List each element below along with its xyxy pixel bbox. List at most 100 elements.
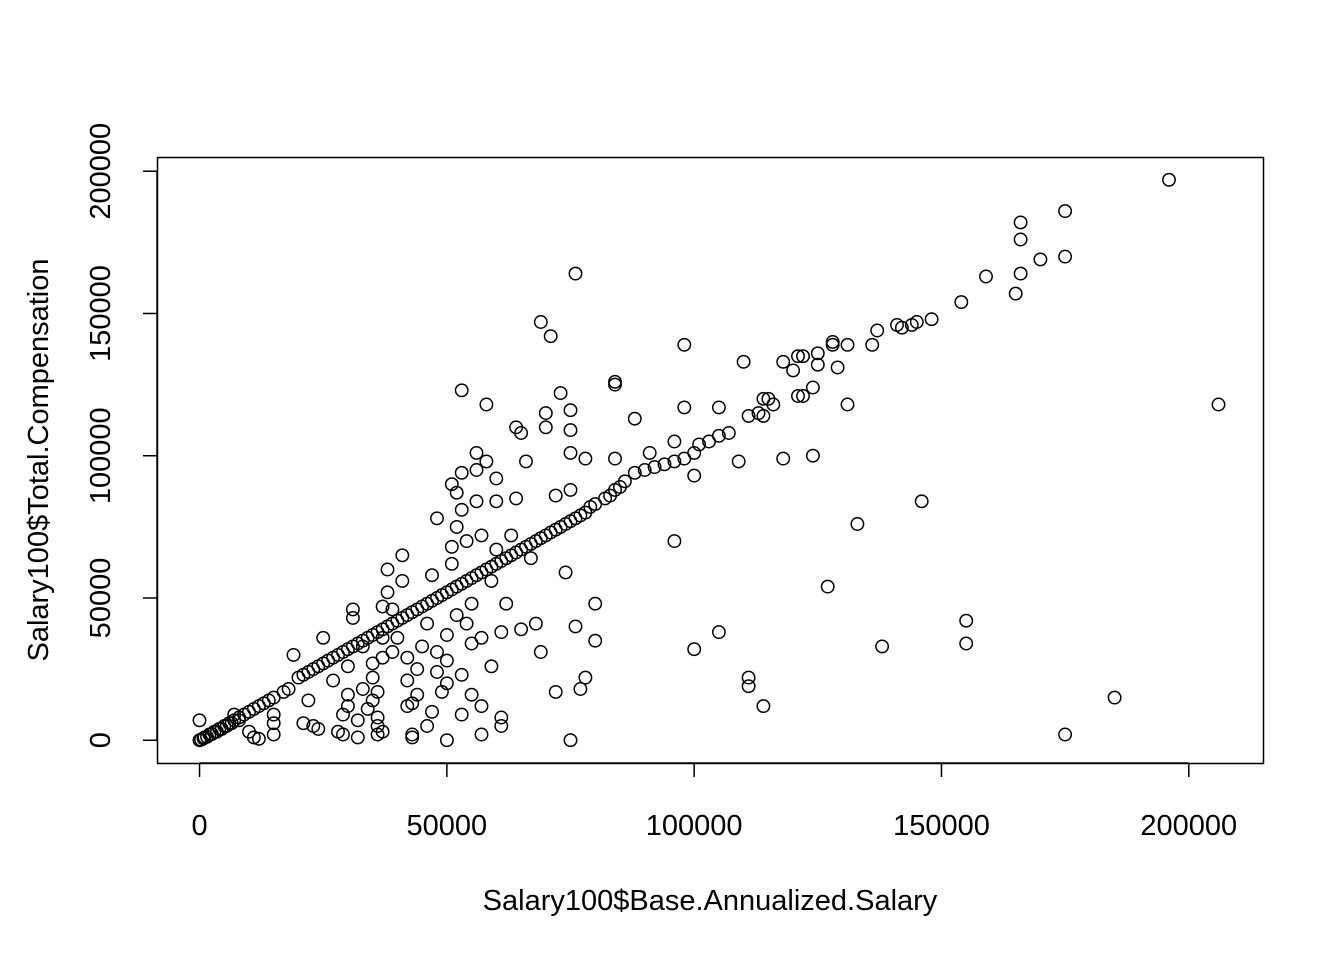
data-point [1211, 397, 1226, 412]
y-axis-ticks: 0 50000 100000 150000 200000 [85, 123, 157, 748]
data-point [474, 699, 489, 714]
data-point [514, 622, 529, 637]
data-point [914, 494, 929, 509]
data-point [494, 625, 509, 640]
data-point [365, 670, 380, 685]
data-point [340, 659, 355, 674]
data-point [390, 630, 405, 645]
data-point [647, 460, 662, 475]
data-point [340, 699, 355, 714]
data-point [721, 426, 736, 440]
data-point [588, 633, 603, 648]
data-point [410, 687, 425, 702]
data-point [479, 454, 494, 469]
data-point [454, 383, 469, 398]
data-point [796, 389, 810, 403]
data-point [894, 320, 909, 335]
x-axis-title: Salary100$Base.Annualized.Salary [483, 885, 938, 917]
data-point [430, 511, 444, 526]
data-point [355, 682, 370, 696]
data-point [820, 579, 835, 594]
data-point [410, 662, 425, 677]
data-point [805, 448, 820, 463]
data-point [439, 676, 454, 691]
data-point [291, 670, 306, 685]
data-point [667, 434, 682, 449]
data-point [449, 519, 464, 534]
data-point [741, 670, 756, 685]
data-point [454, 502, 469, 517]
data-point [786, 363, 801, 378]
data-point [533, 645, 548, 659]
data-point [825, 334, 840, 349]
data-point [474, 630, 489, 645]
data-point [350, 713, 365, 728]
data-point [296, 716, 311, 731]
data-point [677, 400, 692, 415]
data-point [439, 628, 454, 642]
data-point [494, 710, 509, 725]
data-point [336, 727, 350, 742]
data-point [266, 727, 281, 742]
data-point [484, 659, 499, 674]
data-point [459, 534, 474, 549]
data-point [345, 602, 360, 617]
data-point [741, 679, 756, 694]
data-point [311, 721, 326, 736]
data-point [959, 636, 974, 651]
data-point [568, 266, 583, 281]
data-point [850, 517, 865, 531]
data-point [796, 349, 810, 364]
data-point [667, 454, 682, 469]
data-point [326, 673, 341, 688]
data-point [415, 639, 430, 654]
data-point [286, 647, 301, 662]
data-point [1058, 249, 1073, 264]
data-point [687, 642, 702, 657]
data-point [578, 670, 593, 685]
data-point [400, 650, 415, 665]
data-point [1058, 204, 1073, 219]
data-point [627, 411, 642, 426]
data-point [627, 465, 642, 480]
data-point [954, 295, 969, 310]
data-point [840, 397, 855, 412]
data-point [420, 616, 435, 631]
data-point [756, 699, 771, 714]
data-point [563, 733, 578, 748]
data-point [766, 397, 781, 412]
data-point [558, 565, 573, 580]
data-point [469, 463, 484, 477]
data-point [1033, 252, 1048, 267]
x-tick-label: 200000 [1140, 810, 1237, 842]
data-point [489, 542, 504, 557]
data-point [266, 716, 281, 731]
data-point [375, 724, 390, 739]
data-point [395, 573, 410, 588]
data-point [875, 639, 890, 654]
data-point [469, 445, 484, 460]
data-point [370, 684, 385, 699]
data-point [578, 451, 593, 466]
data-point [608, 377, 622, 392]
data-point [514, 426, 529, 440]
data-point [474, 528, 489, 543]
data-point [756, 408, 771, 423]
data-point [192, 713, 207, 728]
data-point [563, 482, 578, 497]
data-point [825, 337, 840, 352]
y-tick-label: 200000 [85, 123, 117, 220]
data-point [563, 423, 578, 438]
data-point [425, 704, 439, 719]
data-point [499, 596, 514, 611]
data-point [1058, 727, 1073, 742]
data-point [454, 707, 469, 722]
data-point [677, 337, 692, 352]
data-point [741, 408, 756, 423]
data-point [385, 645, 400, 659]
data-point [528, 616, 543, 631]
data-point [430, 645, 444, 659]
data-point [810, 357, 825, 372]
x-tick-label: 0 [191, 810, 207, 842]
data-point [454, 667, 469, 682]
